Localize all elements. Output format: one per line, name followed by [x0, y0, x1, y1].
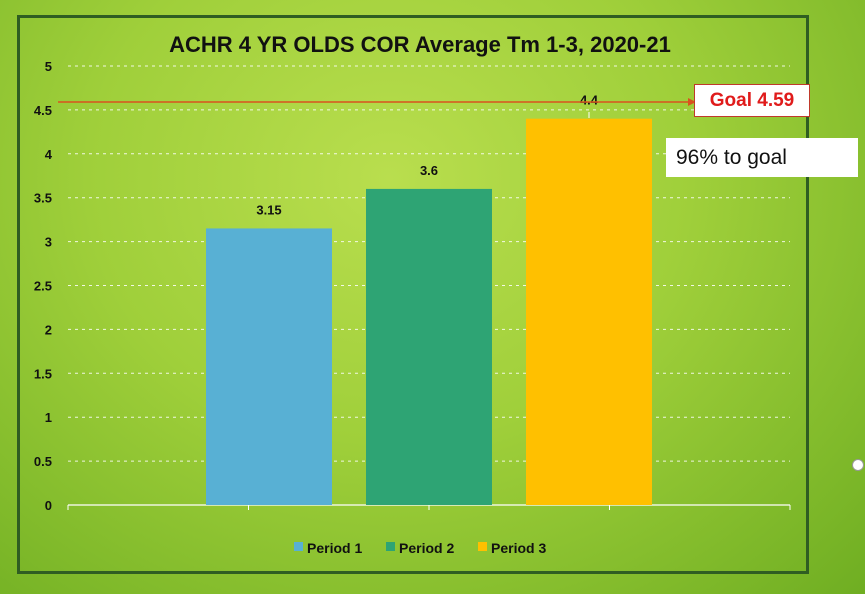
y-tick-label: 1: [45, 410, 52, 425]
goal-line-group: [58, 97, 696, 118]
bar-value-label: 4.4: [580, 93, 599, 108]
y-tick-label: 4: [45, 147, 53, 162]
bar: [206, 228, 332, 505]
y-axis-ticks: 0 0.5 1 1.5 2 2.5 3 3.5 4 4.5 5: [34, 59, 53, 513]
goal-label-box: Goal 4.59: [694, 84, 810, 117]
legend-swatch: [478, 542, 487, 551]
y-tick-label: 3.5: [34, 191, 52, 206]
legend-label: Period 2: [399, 540, 454, 556]
chart-frame: [17, 15, 809, 574]
y-tick-label: 1.5: [34, 366, 52, 381]
bar: [526, 118, 652, 506]
y-tick-label: 3: [45, 235, 52, 250]
y-tick-label: 0: [45, 498, 52, 513]
legend-swatch: [386, 542, 395, 551]
legend-label: Period 1: [307, 540, 362, 556]
legend-label: Period 3: [491, 540, 546, 556]
bar-value-label: 3.6: [420, 163, 438, 178]
bars: [206, 118, 652, 506]
bar: [366, 188, 492, 506]
y-tick-label: 0.5: [34, 454, 52, 469]
chart-title: ACHR 4 YR OLDS COR Average Tm 1-3, 2020-…: [169, 32, 671, 57]
legend: Period 1 Period 2 Period 3: [294, 540, 546, 556]
y-tick-label: 4.5: [34, 103, 52, 118]
y-tick-label: 5: [45, 59, 52, 74]
y-tick-label: 2.5: [34, 279, 52, 294]
gridlines: [67, 65, 791, 510]
goal-line-arrowhead: [688, 97, 696, 106]
percent-to-goal-label: 96% to goal: [676, 145, 787, 169]
percent-to-goal-box: 96% to goal: [666, 138, 858, 177]
bar-value-label: 3.15: [256, 202, 281, 217]
resize-handle[interactable]: [852, 459, 864, 471]
goal-label: Goal 4.59: [709, 89, 795, 111]
data-labels: 3.15 3.6 4.4: [256, 93, 598, 218]
y-tick-label: 2: [45, 322, 52, 337]
legend-swatch: [294, 542, 303, 551]
